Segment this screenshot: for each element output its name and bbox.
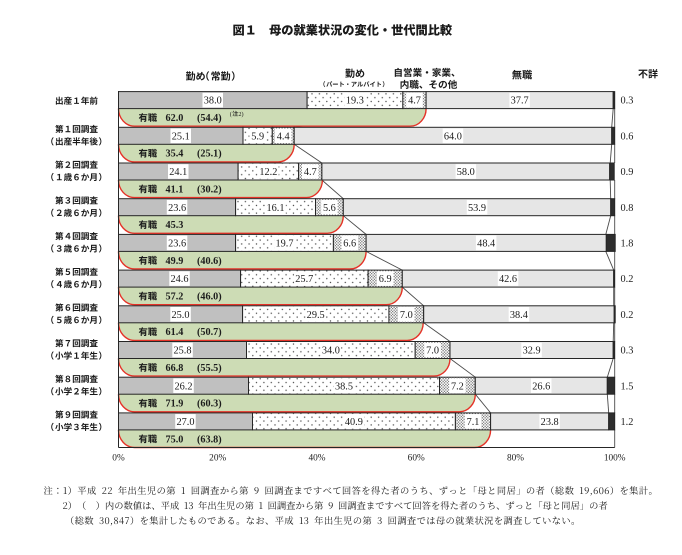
svg-text:26.2: 26.2 — [174, 381, 192, 392]
svg-text:64.0: 64.0 — [444, 131, 462, 142]
svg-text:38.4: 38.4 — [510, 310, 528, 321]
svg-text:0.3: 0.3 — [621, 96, 634, 107]
svg-text:42.6: 42.6 — [499, 274, 517, 285]
svg-text:16.1: 16.1 — [266, 203, 284, 214]
svg-text:0.9: 0.9 — [621, 167, 634, 178]
svg-text:35.4: 35.4 — [166, 149, 184, 160]
svg-text:7.1: 7.1 — [467, 417, 480, 428]
svg-text:34.0: 34.0 — [322, 346, 340, 357]
svg-text:0.6: 0.6 — [621, 131, 634, 142]
svg-text:5.6: 5.6 — [323, 203, 336, 214]
svg-text:4.4: 4.4 — [277, 131, 290, 142]
svg-text:40%: 40% — [308, 454, 325, 464]
svg-text:29.5: 29.5 — [307, 310, 325, 321]
svg-text:100%: 100% — [604, 454, 626, 464]
svg-text:0%: 0% — [112, 454, 125, 464]
svg-text:20%: 20% — [209, 454, 226, 464]
svg-text:4.7: 4.7 — [304, 167, 317, 178]
svg-text:37.7: 37.7 — [511, 96, 529, 107]
svg-text:58.0: 58.0 — [457, 167, 475, 178]
svg-text:5.9: 5.9 — [251, 131, 264, 142]
svg-text:1.2: 1.2 — [621, 417, 634, 428]
svg-text:(46.0): (46.0) — [197, 292, 222, 303]
svg-text:49.9: 49.9 — [166, 256, 184, 267]
svg-text:6.6: 6.6 — [343, 239, 356, 250]
svg-text:1.5: 1.5 — [621, 381, 634, 392]
svg-text:23.6: 23.6 — [168, 203, 186, 214]
svg-text:38.0: 38.0 — [204, 96, 222, 107]
svg-text:0.3: 0.3 — [621, 346, 634, 357]
svg-text:32.9: 32.9 — [523, 346, 541, 357]
svg-text:27.0: 27.0 — [176, 417, 194, 428]
svg-text:25.0: 25.0 — [171, 310, 189, 321]
svg-text:57.2: 57.2 — [166, 292, 184, 303]
svg-text:0.2: 0.2 — [621, 310, 634, 321]
svg-text:0.8: 0.8 — [621, 203, 634, 214]
svg-text:80%: 80% — [507, 454, 524, 464]
svg-text:62.0: 62.0 — [166, 113, 184, 124]
svg-text:(: ( — [230, 111, 232, 118]
svg-text:7.0: 7.0 — [400, 310, 413, 321]
svg-text:(40.6): (40.6) — [197, 256, 222, 267]
svg-text:75.0: 75.0 — [166, 434, 184, 445]
svg-text:48.4: 48.4 — [477, 239, 495, 250]
svg-text:45.3: 45.3 — [166, 220, 184, 231]
svg-text:23.8: 23.8 — [541, 417, 559, 428]
svg-text:12.2: 12.2 — [259, 167, 277, 178]
svg-text:7.2: 7.2 — [451, 381, 464, 392]
svg-text:4.7: 4.7 — [408, 96, 421, 107]
svg-text:7.0: 7.0 — [426, 346, 439, 357]
svg-text:(54.4): (54.4) — [197, 113, 222, 124]
svg-text:6.9: 6.9 — [379, 274, 392, 285]
svg-text:(25.1): (25.1) — [197, 149, 222, 160]
svg-text:40.9: 40.9 — [345, 417, 363, 428]
svg-text:60%: 60% — [408, 454, 425, 464]
svg-text:19.7: 19.7 — [275, 239, 293, 250]
svg-text:53.9: 53.9 — [468, 203, 486, 214]
svg-text:2): 2) — [238, 111, 243, 118]
svg-text:41.1: 41.1 — [166, 184, 184, 195]
svg-text:(30.2): (30.2) — [197, 184, 222, 195]
svg-text:0.2: 0.2 — [621, 274, 634, 285]
svg-text:25.1: 25.1 — [172, 131, 190, 142]
svg-text:25.7: 25.7 — [295, 274, 313, 285]
svg-text:(60.3): (60.3) — [197, 399, 222, 410]
svg-text:38.5: 38.5 — [335, 381, 353, 392]
svg-text:23.6: 23.6 — [168, 239, 186, 250]
svg-text:66.8: 66.8 — [166, 363, 184, 374]
svg-text:(63.8): (63.8) — [197, 434, 222, 445]
svg-text:19.3: 19.3 — [346, 96, 364, 107]
svg-text:24.6: 24.6 — [170, 274, 188, 285]
svg-text:25.8: 25.8 — [173, 346, 191, 357]
svg-text:24.1: 24.1 — [169, 167, 187, 178]
svg-text:(55.5): (55.5) — [197, 363, 222, 374]
svg-text:1.8: 1.8 — [621, 239, 634, 250]
svg-text:61.4: 61.4 — [166, 327, 184, 338]
svg-text:71.9: 71.9 — [166, 399, 184, 410]
svg-text:26.6: 26.6 — [532, 381, 550, 392]
svg-text:(50.7): (50.7) — [197, 327, 222, 338]
